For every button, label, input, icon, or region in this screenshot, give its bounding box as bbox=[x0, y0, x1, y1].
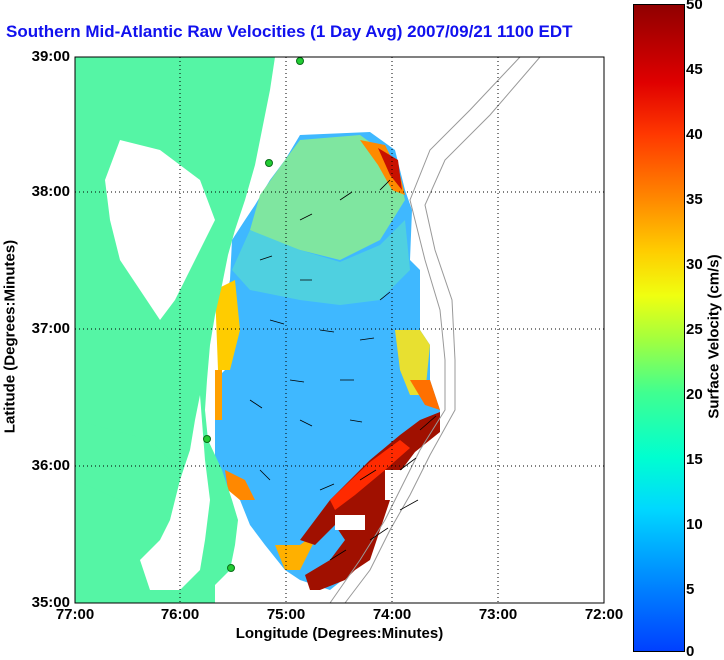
station-marker bbox=[265, 159, 273, 167]
plot-frame bbox=[74, 56, 605, 604]
y-tick-label: 39:00 bbox=[31, 48, 70, 65]
colorbar-tick: 0 bbox=[686, 643, 695, 660]
colorbar-tick: 5 bbox=[686, 581, 695, 598]
grid bbox=[75, 57, 604, 603]
x-tick-label: 75:00 bbox=[266, 606, 306, 623]
x-axis-label: Longitude (Degrees:Minutes) bbox=[235, 625, 444, 642]
y-tick-label: 37:00 bbox=[31, 320, 70, 337]
station-marker bbox=[296, 57, 304, 65]
colorbar-tick: 15 bbox=[686, 451, 703, 468]
y-tick-label: 35:00 bbox=[31, 594, 70, 611]
x-tick-label: 77:00 bbox=[55, 606, 95, 623]
colorbar-tick: 45 bbox=[686, 61, 703, 78]
y-tick-label: 38:00 bbox=[31, 183, 70, 200]
colorbar-tick: 25 bbox=[686, 321, 703, 338]
colorbar-tick: 35 bbox=[686, 191, 703, 208]
colorbar-tick: 50 bbox=[686, 0, 703, 13]
colorbar-tick: 20 bbox=[686, 386, 703, 403]
depth-contours bbox=[329, 56, 541, 604]
land bbox=[75, 57, 275, 603]
station-marker bbox=[203, 435, 211, 443]
colorbar-tick: 10 bbox=[686, 516, 703, 533]
radar-stations bbox=[203, 57, 304, 572]
x-tick-label: 74:00 bbox=[372, 606, 412, 623]
colorbar-tick: 40 bbox=[686, 126, 703, 143]
velocity-arrows bbox=[249, 179, 437, 561]
colorbar-label: Surface Velocity (cm/s) bbox=[705, 254, 723, 419]
y-tick-label: 36:00 bbox=[31, 457, 70, 474]
x-tick-label: 72:00 bbox=[584, 606, 624, 623]
x-tick-label: 73:00 bbox=[478, 606, 518, 623]
y-axis-label: Latitude (Degrees:Minutes) bbox=[1, 239, 19, 434]
colorbar-tick: 30 bbox=[686, 256, 703, 273]
x-tick-label: 76:00 bbox=[160, 606, 200, 623]
map-title: Southern Mid-Atlantic Raw Velocities (1 … bbox=[6, 22, 573, 41]
station-marker bbox=[227, 564, 235, 572]
colorbar bbox=[633, 4, 685, 652]
velocity-field bbox=[215, 132, 440, 590]
